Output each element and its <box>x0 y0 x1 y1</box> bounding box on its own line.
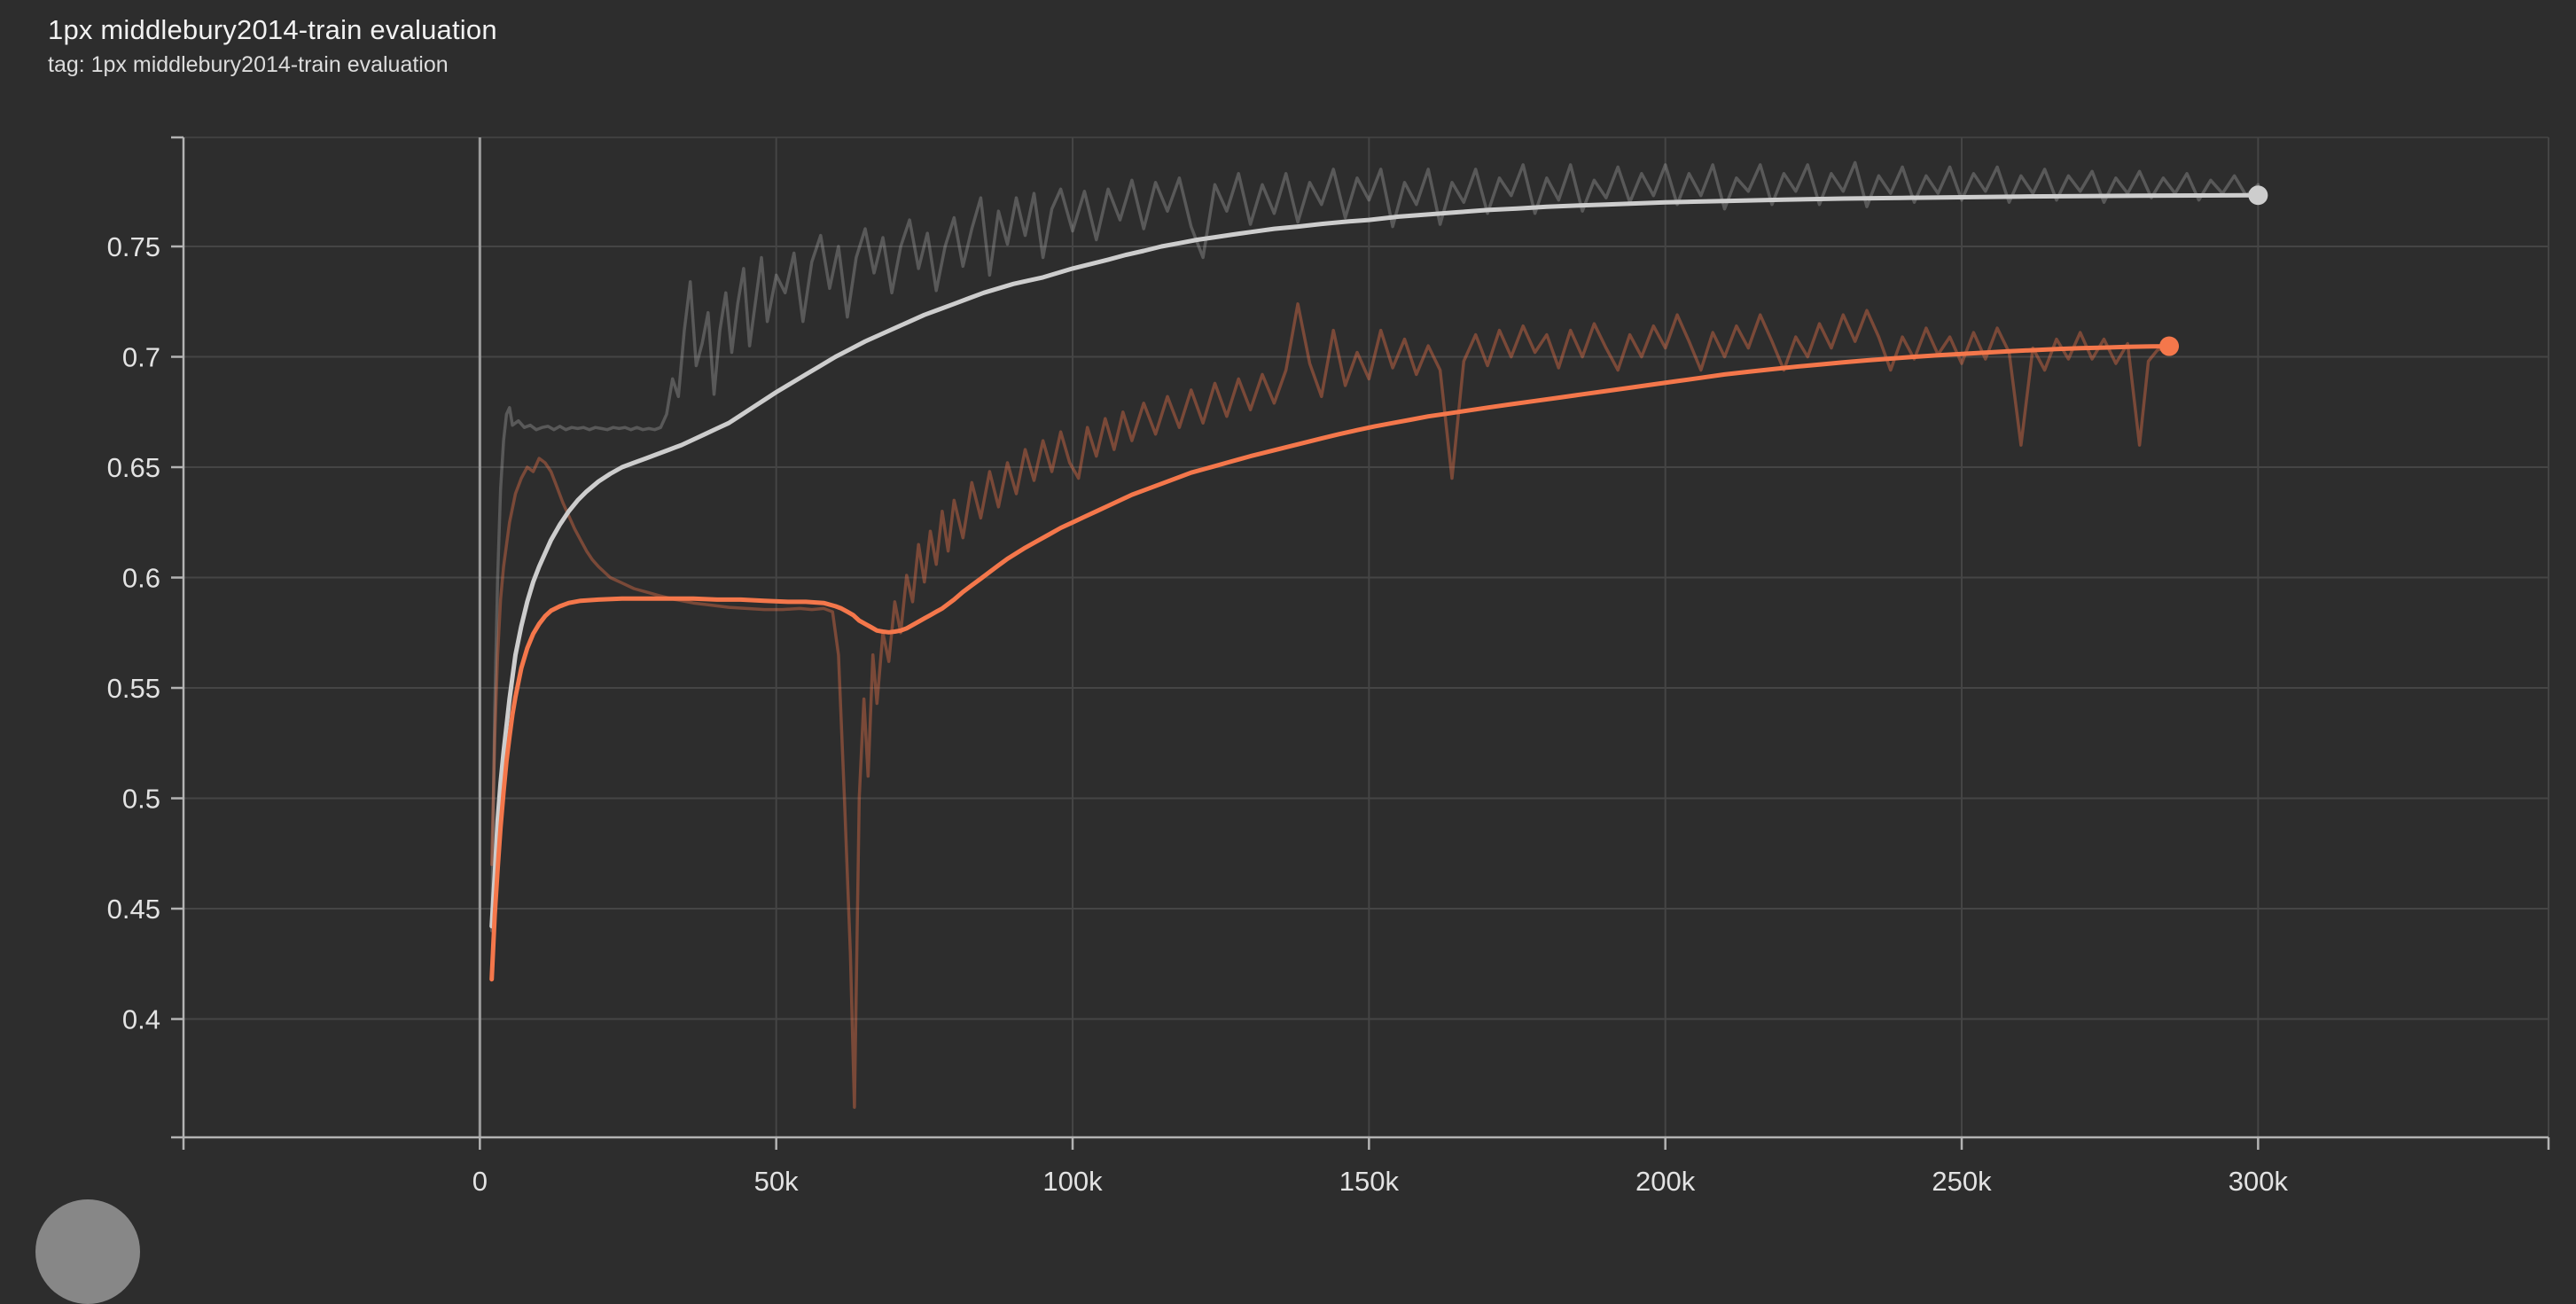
y-tick-label-0.65: 0.65 <box>107 452 160 483</box>
y-tick-label-0.75: 0.75 <box>107 231 160 262</box>
x-tick-label-50k: 50k <box>754 1166 799 1197</box>
chart-tag-subtitle: tag: 1px middlebury2014-train evaluation <box>48 52 449 77</box>
y-tick-label-0.5: 0.5 <box>122 784 160 815</box>
x-tick-label-300k: 300k <box>2229 1166 2289 1197</box>
chart-title: 1px middlebury2014-train evaluation <box>48 14 497 45</box>
x-tick-label-100k: 100k <box>1042 1166 1103 1197</box>
orange-run-end-marker[interactable] <box>2159 336 2180 356</box>
light-gray-run-smoothed-line[interactable] <box>489 192 2260 929</box>
evaluation-line-chart[interactable]: 0.75 0.7 0.65 0.6 0.55 0.5 0.45 0.4 0 50k 100k 150k… <box>0 0 2576 1204</box>
y-tick-label-0.6: 0.6 <box>122 563 160 594</box>
orange-run-smoothed-line[interactable] <box>489 344 2172 982</box>
partial-circle-button[interactable] <box>35 1199 140 1304</box>
x-tick-label-250k: 250k <box>1932 1166 1992 1197</box>
light-gray-run-end-marker[interactable] <box>2248 185 2268 206</box>
y-tick-label-0.45: 0.45 <box>107 894 160 925</box>
light-gray-run-raw-line <box>489 160 2260 933</box>
chart-title-block: 1px middlebury2014-train evaluation tag:… <box>48 14 497 78</box>
y-tick-label-0.7: 0.7 <box>122 342 160 373</box>
y-tick-label-0.4: 0.4 <box>122 1004 160 1035</box>
plot-area[interactable] <box>183 137 2549 1137</box>
x-tick-label-150k: 150k <box>1339 1166 1400 1197</box>
x-tick-label-200k: 200k <box>1635 1166 1696 1197</box>
orange-run-raw-line <box>489 302 2171 1109</box>
y-tick-label-0.55: 0.55 <box>107 673 160 704</box>
x-tick-label-0: 0 <box>472 1166 488 1197</box>
